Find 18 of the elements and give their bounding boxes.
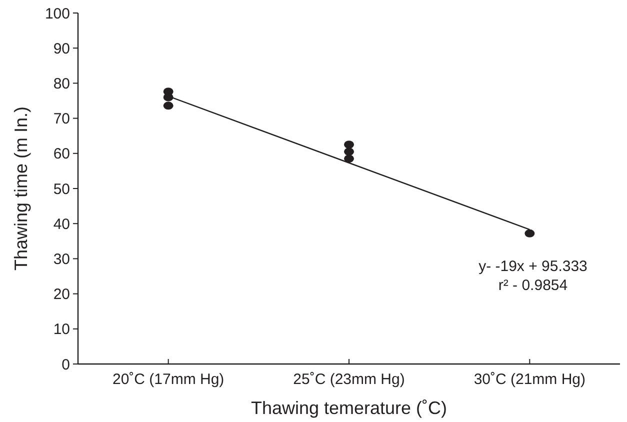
y-tick-label: 40 — [53, 216, 70, 233]
y-tick-label: 10 — [53, 321, 70, 338]
y-tick-label: 70 — [53, 110, 70, 128]
x-tick-label: 25˚C (23mm Hg) — [293, 371, 405, 388]
y-axis-title: Thawing time (m In.) — [11, 106, 31, 271]
y-tick-label: 100 — [44, 5, 70, 22]
y-tick-label: 20 — [53, 286, 70, 304]
y-tick-label: 50 — [53, 180, 70, 198]
y-tick-label: 60 — [53, 146, 70, 163]
x-tick-label: 30˚C (21mm Hg) — [474, 371, 586, 388]
y-tick-label: 80 — [53, 75, 70, 92]
x-axis-title: Thawing temerature (˚C) — [250, 398, 448, 418]
annotation: y- -19x + 95.333 — [478, 258, 588, 275]
y-tick-label: 0 — [62, 356, 70, 374]
y-tick-label: 90 — [53, 40, 70, 58]
y-tick-label: 30 — [53, 250, 70, 268]
annotation: r² - 0.9854 — [498, 277, 568, 294]
x-tick-label: 20˚C (17mm Hg) — [112, 371, 224, 388]
